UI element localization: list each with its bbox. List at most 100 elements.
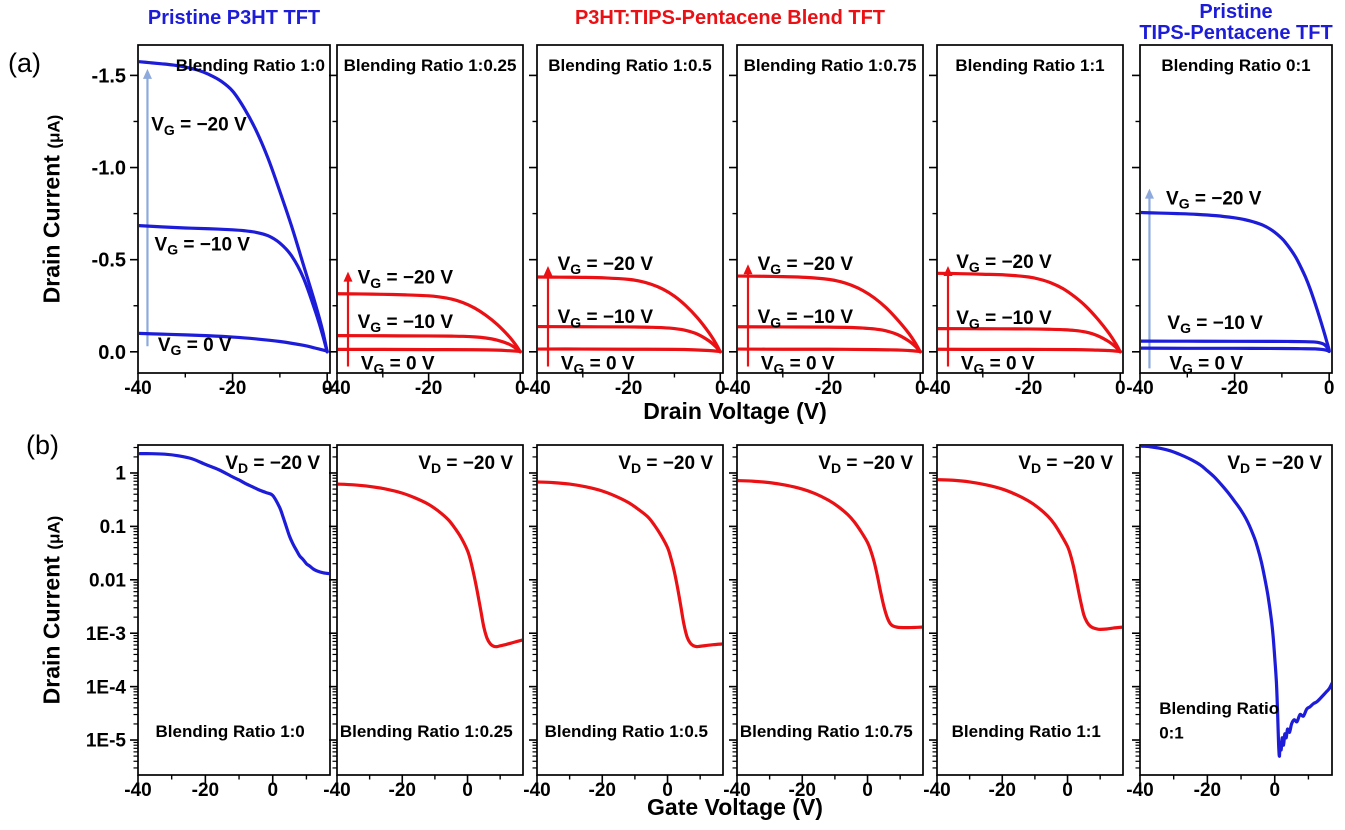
curve-label-1-sub: G: [370, 275, 381, 291]
bottom-ratio-label-line1: Blending Ratio: [1159, 699, 1279, 718]
curve-label-1: VG = −20 V: [558, 254, 654, 277]
panel-b-label: (b): [26, 430, 59, 460]
panel-box: [137, 44, 331, 374]
curve-label-2: VG = −10 V: [758, 307, 854, 330]
curve-label-2: VG = −10 V: [155, 234, 251, 257]
curve-label-1-sub: G: [969, 259, 980, 275]
x-tick-label: -20: [1194, 780, 1221, 801]
curve-label-3: VG = 0 V: [1169, 353, 1243, 376]
curve-label-1-rest: = −20 V: [581, 254, 653, 275]
curve-label-1: VG = −20 V: [956, 252, 1052, 275]
curves-group: [1141, 210, 1331, 354]
curve-label-2-base: V: [956, 308, 969, 329]
y-tick-label: -1.5: [92, 65, 126, 87]
x-tick-label: -20: [615, 378, 642, 399]
annotation-arrow: [543, 266, 553, 367]
curve-label-3-sub: G: [974, 361, 985, 377]
x-tick-label: -40: [923, 378, 950, 399]
curves-group: [738, 274, 922, 354]
curve-label-2-base: V: [1167, 313, 1180, 334]
curves-group: [338, 292, 522, 354]
data-curve-vg-0-v: [538, 347, 722, 354]
curve-label-1-rest: = −20 V: [781, 254, 853, 275]
panel-box: [736, 444, 924, 776]
data-curve-transfer-vd-20-v: [538, 480, 722, 649]
panel-box: [1139, 444, 1333, 776]
vd-condition-label-base: V: [418, 453, 431, 474]
y-tick-label: 1E-5: [86, 731, 127, 752]
data-curve-vg-20-v: [139, 60, 329, 354]
y-axis-title-row-a-unit: (μA): [44, 114, 64, 149]
x-tick-label: -40: [923, 780, 950, 801]
panel-a-label: (a): [8, 48, 41, 78]
data-curve-vg-10-v: [139, 224, 329, 354]
curve-label-3-sub: G: [774, 361, 785, 377]
x-tick-label: -40: [323, 378, 350, 399]
y-tick-label: 0.1: [100, 517, 127, 538]
data-curve-vg-20-v: [538, 275, 722, 354]
vd-condition-label-rest: = −20 V: [441, 453, 513, 474]
vd-condition-label: VD = −20 V: [618, 453, 713, 476]
x-tick-label: 0: [462, 780, 473, 801]
column-header-pristine-tips-line2: TIPS-Pentacene TFT: [1139, 22, 1333, 44]
vd-condition-label-rest: = −20 V: [1250, 453, 1322, 474]
x-tick-label: 0: [1269, 780, 1280, 801]
curve-label-1-sub: G: [770, 261, 781, 277]
x-tick-label: -20: [589, 780, 616, 801]
annotation-arrow: [343, 271, 353, 367]
data-curve-vg-0-v: [139, 331, 329, 353]
curve-label-1-rest: = −20 V: [175, 115, 247, 136]
curve-label-1-rest: = −20 V: [1190, 188, 1262, 209]
vd-condition-label-base: V: [818, 453, 831, 474]
curve-label-2-sub: G: [1180, 320, 1191, 336]
curve-label-2-sub: G: [570, 314, 581, 330]
transfer-panel-1: -40 -20 0 1 0.1 0.01 1E-3 1E-4 1E-5 VD = −20 V Ble…: [86, 444, 331, 801]
x-tick-label: 0: [515, 378, 526, 399]
curve-label-1: VG = −20 V: [1166, 188, 1262, 211]
column-header-blend: P3HT:TIPS-Pentacene Blend TFT: [574, 7, 886, 29]
curve-label-3-base: V: [1169, 353, 1182, 374]
vd-condition-label-rest: = −20 V: [248, 453, 320, 474]
bottom-ratio-label-line2: 0:1: [1159, 724, 1184, 743]
data-curve-vg-10-v: [538, 324, 722, 354]
vd-condition-label-sub: D: [431, 460, 441, 476]
curve-label-2-rest: = −10 V: [980, 308, 1052, 329]
x-tick-label: -40: [124, 780, 151, 801]
y-tick-label: -0.5: [92, 250, 126, 272]
curve-label-2-sub: G: [370, 319, 381, 335]
x-tick-label: 0: [715, 378, 726, 399]
curve-label-3-rest: = 0 V: [1193, 353, 1243, 374]
data-curve-transfer-vd-20-v: [139, 452, 329, 576]
curve-label-1-base: V: [558, 254, 571, 275]
annotation-arrow-head: [743, 264, 753, 275]
curve-label-3: VG = 0 V: [761, 353, 835, 376]
panel-box: [736, 44, 924, 374]
annotation-arrow: [943, 266, 953, 367]
data-curve-vg-10-v: [738, 325, 922, 354]
x-tick-label: -40: [723, 378, 750, 399]
curve-label-3-sub: G: [574, 361, 585, 377]
curve-label-1-rest: = −20 V: [381, 268, 453, 289]
transfer-panel-4: -40 -20 0 VD = −20 V Blending Ratio 1:0.75: [723, 444, 924, 801]
x-tick-label: -40: [723, 780, 750, 801]
curves-group: [538, 275, 722, 354]
curve-label-2-base: V: [558, 307, 571, 328]
x-tick-label: -20: [219, 378, 246, 399]
curve-label-2-sub: G: [770, 314, 781, 330]
curve-label-3: VG = 0 V: [961, 353, 1035, 376]
vd-condition-label: VD = −20 V: [1018, 453, 1113, 476]
curve-label-3-base: V: [361, 353, 374, 374]
curve-label-3-rest: = 0 V: [181, 335, 231, 356]
curve-label-2-base: V: [758, 307, 771, 328]
vd-condition-label-sub: D: [831, 460, 841, 476]
transfer-panel-3: -40 -20 0 VD = −20 V Blending Ratio 1:0.5: [523, 444, 724, 801]
output-panel-1: -40 -20 0 0.0 -0.5 -1.0 -1.5 Blending Ratio 1:0…: [92, 44, 332, 399]
curve-label-3-base: V: [961, 353, 974, 374]
bottom-ratio-label: Blending Ratio 1:0.25: [340, 722, 513, 741]
y-tick-label: 0.0: [98, 342, 126, 364]
y-axis-title-row-b-unit: (μA): [44, 515, 64, 550]
curve-label-3: VG = 0 V: [561, 353, 635, 376]
vd-condition-label-rest: = −20 V: [841, 453, 913, 474]
panel-title: Blending Ratio 1:0.75: [744, 56, 917, 75]
